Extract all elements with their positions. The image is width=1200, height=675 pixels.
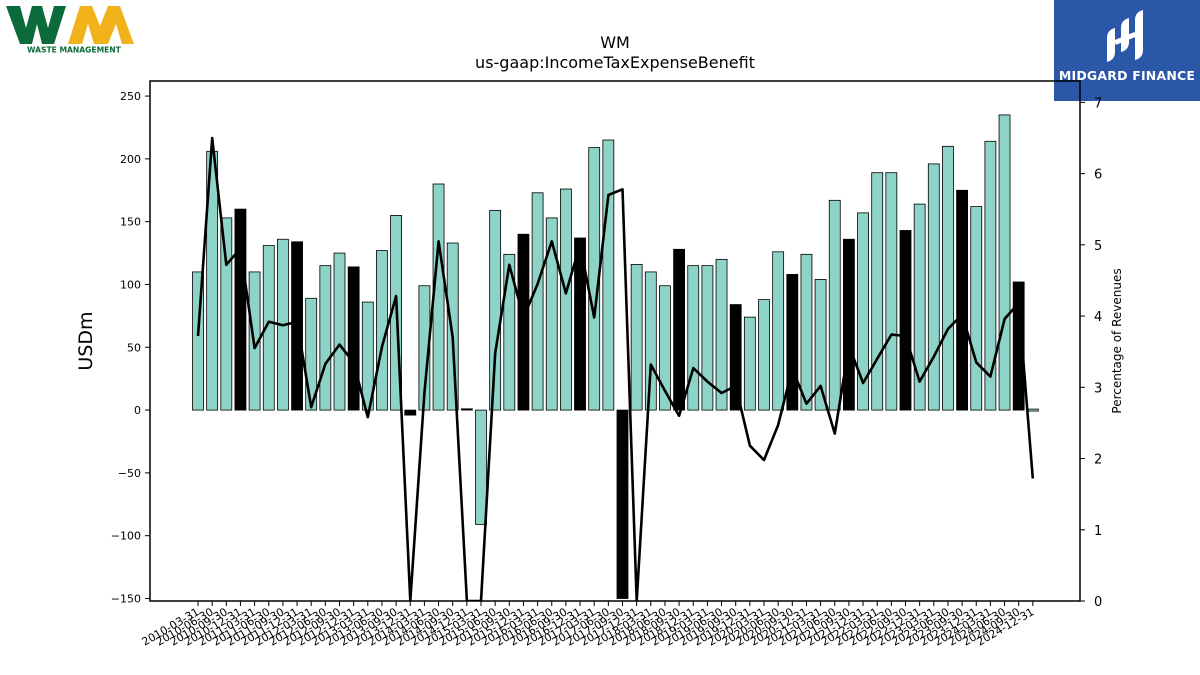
y-tick-label: 250 — [120, 90, 141, 103]
bar-2017-06-30 — [602, 139, 615, 411]
bar-2016-03-31 — [531, 192, 544, 411]
midgard-finance-wordmark: MIDGARD FINANCE — [1058, 68, 1196, 83]
bar-2023-03-31 — [927, 163, 940, 411]
bar-2023-09-30 — [956, 189, 968, 411]
bar-2020-09-30 — [786, 274, 799, 411]
midgard-finance-logo-mark — [1107, 10, 1143, 62]
y-axis-label: USDm — [75, 311, 97, 370]
bar-2011-06-30 — [262, 245, 275, 411]
y2-tick-label: 7 — [1094, 96, 1102, 111]
bar-2020-06-30 — [772, 251, 785, 411]
bar-2014-12-31 — [460, 408, 473, 411]
bar-2012-06-30 — [319, 265, 332, 411]
bar-2020-12-31 — [800, 253, 813, 411]
bar-2015-03-31 — [475, 409, 487, 525]
midgard-finance-logo: MIDGARD FINANCE — [1054, 0, 1200, 101]
bar-2018-12-31 — [687, 265, 700, 411]
line-layer — [196, 136, 1035, 601]
bar-2010-12-31 — [234, 208, 247, 411]
y2-tick-label: 3 — [1094, 381, 1102, 396]
plot-frame — [149, 80, 1081, 602]
y2-tick-label: 1 — [1094, 524, 1102, 539]
bar-2012-03-31 — [305, 297, 318, 411]
chart-title: WM — [600, 33, 630, 52]
bar-2014-09-30 — [446, 242, 459, 411]
bar-2016-06-30 — [545, 217, 558, 411]
bar-2024-06-30 — [998, 114, 1011, 411]
bar-2024-03-31 — [984, 140, 997, 411]
waste-management-logo: WASTE MANAGEMENT — [4, 4, 138, 56]
bar-2022-06-30 — [885, 172, 898, 411]
y-tick-label: −150 — [111, 592, 141, 605]
bar-2018-06-30 — [659, 285, 671, 411]
bar-2015-06-30 — [489, 209, 502, 411]
bar-2018-03-31 — [644, 271, 657, 411]
bar-2017-12-31 — [630, 263, 643, 411]
bar-2024-09-30 — [1012, 281, 1025, 411]
y-tick-label: −50 — [118, 467, 141, 480]
y2-tick-label: 5 — [1094, 239, 1102, 254]
y-tick-label: 100 — [120, 278, 141, 291]
revenue-percentage-line — [196, 136, 1035, 601]
bar-2013-12-31 — [404, 409, 417, 416]
y-tick-label: −100 — [111, 530, 141, 543]
y2-tick-label: 4 — [1094, 310, 1102, 325]
y-tick-label: 50 — [127, 341, 141, 354]
svg-text:WASTE MANAGEMENT: WASTE MANAGEMENT — [27, 46, 122, 55]
bar-2021-12-31 — [857, 212, 869, 411]
bar-2013-03-31 — [361, 301, 374, 411]
y-tick-label: 200 — [120, 153, 141, 166]
bar-2021-09-30 — [843, 238, 855, 411]
bar-2019-09-30 — [729, 304, 742, 411]
bar-2019-06-30 — [715, 258, 728, 411]
bar-2023-06-30 — [942, 145, 954, 411]
bar-2021-06-30 — [828, 199, 841, 411]
bar-2019-12-31 — [743, 316, 756, 411]
bar-2022-12-31 — [913, 203, 926, 411]
axes-layer: −150−100−50050100150200250012345672010-0… — [111, 80, 1102, 649]
bar-2012-12-31 — [347, 266, 360, 411]
bar-2010-09-30 — [220, 217, 233, 411]
y-tick-label: 150 — [120, 216, 141, 229]
bar-2024-12-31 — [1026, 408, 1039, 412]
bar-2010-03-31 — [192, 271, 204, 411]
bar-2017-09-30 — [616, 409, 629, 599]
chart-subtitle: us-gaap:IncomeTaxExpenseBenefit — [475, 53, 755, 72]
bar-2016-12-31 — [574, 237, 586, 411]
bars-layer — [192, 114, 1039, 599]
y2-axis-label: Percentage of Revenues — [1110, 268, 1124, 413]
bar-2015-12-31 — [517, 233, 530, 411]
bar-2015-09-30 — [503, 253, 516, 411]
bar-2018-09-30 — [673, 248, 685, 411]
bar-2019-03-31 — [701, 265, 714, 411]
bar-2021-03-31 — [814, 279, 827, 411]
bar-2012-09-30 — [333, 252, 346, 411]
bar-2023-12-31 — [970, 206, 983, 411]
bar-2022-09-30 — [899, 230, 912, 411]
y2-tick-label: 2 — [1094, 453, 1102, 468]
bar-2022-03-31 — [871, 172, 884, 411]
bar-2014-06-30 — [432, 183, 445, 411]
bar-2020-03-31 — [758, 299, 770, 411]
y2-tick-label: 6 — [1094, 168, 1102, 183]
y2-tick-label: 0 — [1094, 595, 1102, 610]
y-tick-label: 0 — [134, 404, 141, 417]
bar-2016-09-30 — [560, 188, 572, 411]
waste-management-logo-mark: WASTE MANAGEMENT — [6, 6, 134, 55]
